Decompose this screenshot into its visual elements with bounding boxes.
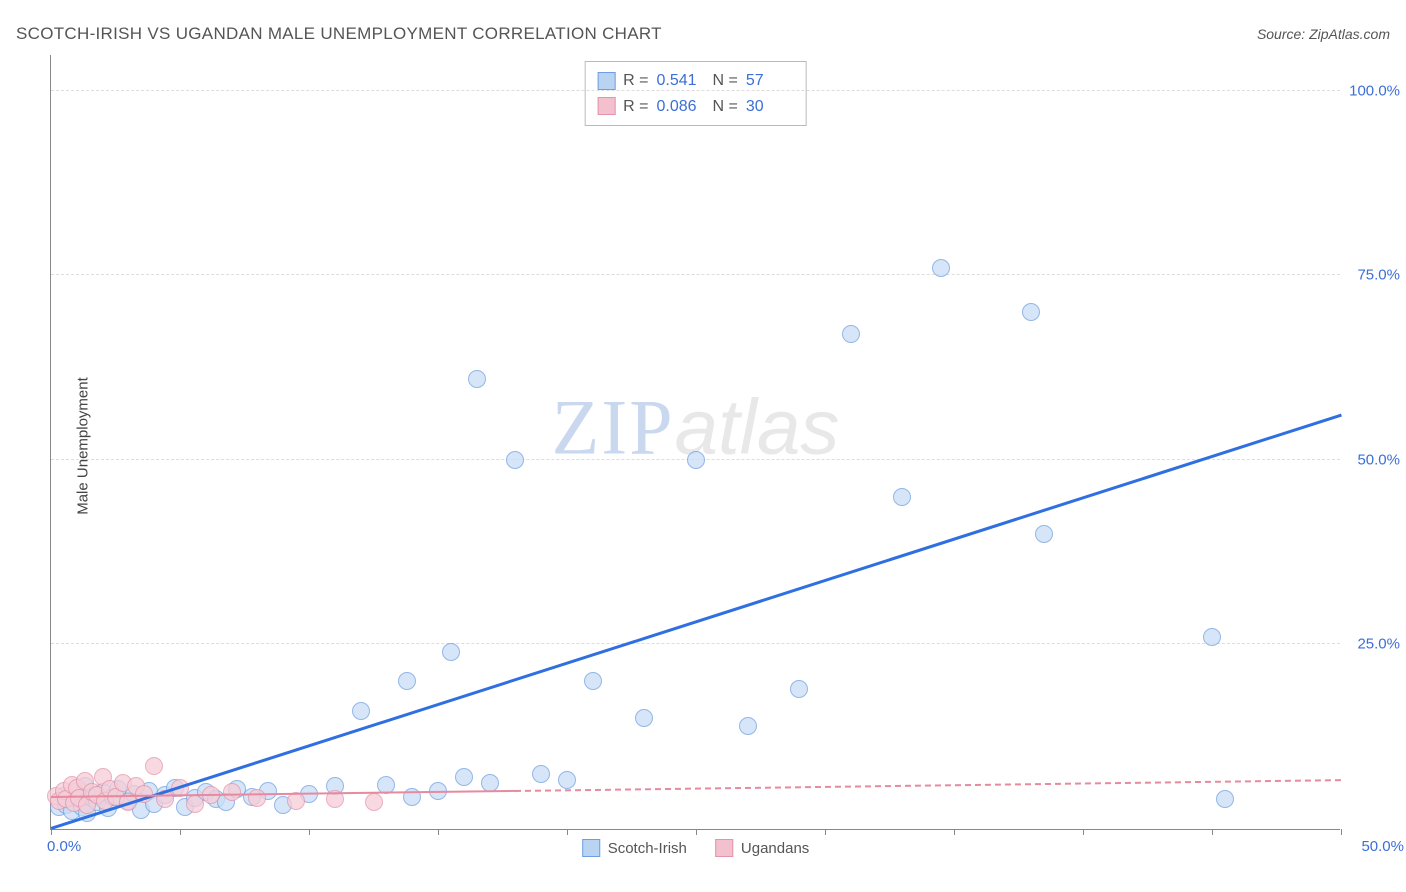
data-point-scotch_irish [532, 765, 550, 783]
y-tick-label: 100.0% [1349, 82, 1400, 99]
data-point-scotch_irish [398, 672, 416, 690]
gridline [51, 274, 1340, 275]
data-point-scotch_irish [1203, 628, 1221, 646]
data-point-ugandans [145, 757, 163, 775]
data-point-scotch_irish [584, 672, 602, 690]
legend-item-ugandans: Ugandans [715, 839, 809, 857]
legend-label-ugandans: Ugandans [741, 840, 809, 857]
scatter-plot-area: ZIPatlas R = 0.541 N = 57 R = 0.086 N = … [50, 55, 1340, 830]
watermark-zip: ZIP [552, 383, 675, 470]
data-point-scotch_irish [455, 768, 473, 786]
legend-label-scotch-irish: Scotch-Irish [608, 840, 687, 857]
data-point-ugandans [365, 793, 383, 811]
y-tick-label: 25.0% [1357, 636, 1400, 653]
swatch-ugandans [715, 839, 733, 857]
data-point-scotch_irish [1022, 303, 1040, 321]
x-tick [438, 829, 439, 835]
x-tick [696, 829, 697, 835]
data-point-scotch_irish [468, 370, 486, 388]
trend-line [51, 413, 1342, 829]
x-tick [1341, 829, 1342, 835]
x-axis-min-label: 0.0% [47, 838, 81, 855]
stats-row-ugandans: R = 0.086 N = 30 [597, 94, 794, 120]
data-point-scotch_irish [893, 488, 911, 506]
x-tick [309, 829, 310, 835]
data-point-scotch_irish [1216, 790, 1234, 808]
n-label: N = [713, 94, 738, 120]
source-prefix: Source: [1257, 26, 1309, 42]
data-point-scotch_irish [932, 259, 950, 277]
x-tick [180, 829, 181, 835]
trend-line [515, 779, 1341, 792]
x-tick [51, 829, 52, 835]
gridline [51, 643, 1340, 644]
y-tick-label: 75.0% [1357, 267, 1400, 284]
data-point-scotch_irish [739, 717, 757, 735]
data-point-scotch_irish [790, 680, 808, 698]
swatch-scotch-irish [582, 839, 600, 857]
data-point-ugandans [223, 783, 241, 801]
data-point-scotch_irish [506, 451, 524, 469]
x-tick [1212, 829, 1213, 835]
gridline [51, 90, 1340, 91]
x-tick [1083, 829, 1084, 835]
source-name: ZipAtlas.com [1309, 26, 1390, 42]
data-point-scotch_irish [442, 643, 460, 661]
n-value-ugandans: 30 [746, 94, 794, 120]
data-point-scotch_irish [1035, 525, 1053, 543]
stats-legend-box: R = 0.541 N = 57 R = 0.086 N = 30 [584, 61, 807, 126]
data-point-scotch_irish [352, 702, 370, 720]
data-point-scotch_irish [558, 771, 576, 789]
data-point-ugandans [248, 789, 266, 807]
swatch-scotch-irish [597, 72, 615, 90]
data-point-scotch_irish [842, 325, 860, 343]
x-tick [825, 829, 826, 835]
x-axis-max-label: 50.0% [1361, 838, 1404, 855]
legend-item-scotch-irish: Scotch-Irish [582, 839, 687, 857]
series-legend: Scotch-Irish Ugandans [582, 839, 810, 857]
r-value-ugandans: 0.086 [657, 94, 705, 120]
y-tick-label: 50.0% [1357, 451, 1400, 468]
data-point-scotch_irish [687, 451, 705, 469]
x-tick [954, 829, 955, 835]
data-point-scotch_irish [635, 709, 653, 727]
r-label: R = [623, 94, 648, 120]
y-axis-label: Male Unemployment [74, 377, 91, 515]
swatch-ugandans [597, 97, 615, 115]
source-attribution: Source: ZipAtlas.com [1257, 26, 1390, 42]
chart-title: SCOTCH-IRISH VS UGANDAN MALE UNEMPLOYMEN… [16, 24, 662, 44]
x-tick [567, 829, 568, 835]
